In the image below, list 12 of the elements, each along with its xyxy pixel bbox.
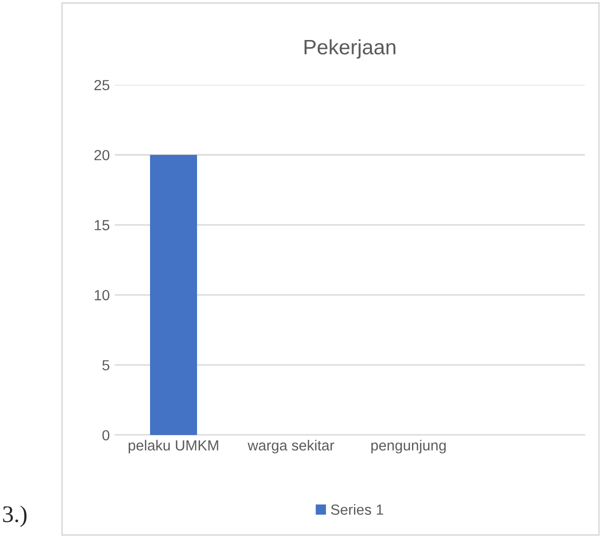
y-tick-label: 15	[94, 220, 110, 230]
legend-label: Series 1	[330, 504, 384, 515]
y-tick-label: 10	[94, 290, 110, 300]
y-tick-label: 0	[102, 430, 110, 440]
chart-title: Pekerjaan	[304, 39, 396, 59]
x-tick-label: pelaku UMKM	[128, 440, 218, 454]
text: 3.)	[3, 506, 27, 527]
y-tick-label: 25	[94, 80, 110, 90]
y-tick-label: 5	[102, 360, 110, 370]
y-tick-label: 20	[94, 150, 110, 160]
x-tick-label: warga sekitar	[248, 440, 334, 454]
x-tick-label: pengunjung	[371, 440, 446, 454]
